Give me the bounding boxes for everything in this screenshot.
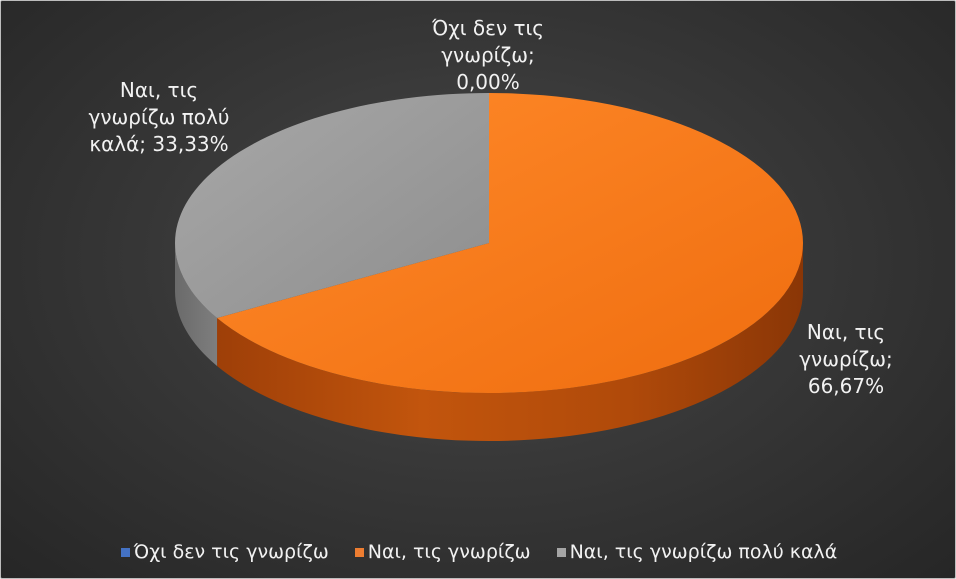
legend-swatch-blue: [120, 547, 130, 557]
pie-slice: [217, 93, 803, 394]
data-label: Όχι δεν τις γνωρίζω; 0,00%: [431, 16, 544, 94]
legend-item-yes-very-well: Ναι, τις γνωρίζω πολύ καλά: [556, 541, 838, 563]
legend-label-yes-very-well: Ναι, τις γνωρίζω πολύ καλά: [569, 541, 838, 563]
pie-slice-side: [175, 243, 218, 366]
legend-label-yes: Ναι, τις γνωρίζω: [367, 541, 531, 563]
pie-slice-side: [217, 243, 803, 442]
legend: Όχι δεν τις γνωρίζω Ναι, τις γνωρίζω Ναι…: [1, 537, 955, 567]
legend-swatch-grey: [556, 547, 566, 557]
legend-label-no: Όχι δεν τις γνωρίζω: [133, 541, 329, 563]
legend-item-no: Όχι δεν τις γνωρίζω: [120, 541, 329, 563]
data-label: Ναι, τις γνωρίζω πολύ καλά; 33,33%: [89, 78, 230, 156]
data-label: Ναι, τις γνωρίζω; 66,67%: [799, 320, 893, 398]
legend-swatch-orange: [354, 547, 364, 557]
pie-slice: [175, 93, 489, 318]
legend-item-yes: Ναι, τις γνωρίζω: [354, 541, 531, 563]
